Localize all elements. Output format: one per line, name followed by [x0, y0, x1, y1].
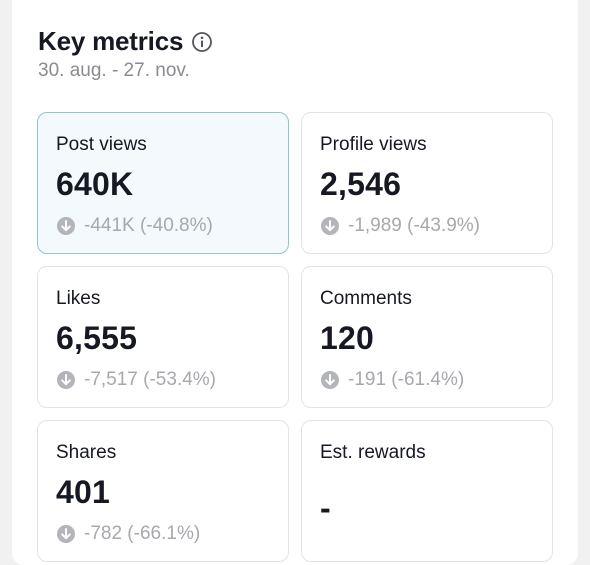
metric-card-post-views[interactable]: Post views 640K -441K (-40.8%) — [37, 112, 289, 254]
arrow-down-circle-icon — [320, 370, 340, 390]
key-metrics-header: Key metrics 30. aug. - 27. nov. — [38, 24, 558, 82]
metric-value: 401 — [56, 474, 110, 510]
metric-change-text: -782 (-66.1%) — [84, 523, 201, 544]
metric-change-text: -1,989 (-43.9%) — [348, 215, 481, 236]
key-metrics-panel: Key metrics 30. aug. - 27. nov. Post vie… — [12, 0, 578, 565]
metric-change: -1,989 (-43.9%) — [320, 214, 534, 238]
metric-card-shares[interactable]: Shares 401 -782 (-66.1%) — [37, 420, 289, 562]
metric-value: 640K — [56, 166, 134, 202]
metric-change: -191 (-61.4%) — [320, 368, 534, 392]
metric-label: Likes — [56, 288, 101, 309]
info-icon[interactable] — [191, 31, 213, 53]
metric-card-likes[interactable]: Likes 6,555 -7,517 (-53.4%) — [37, 266, 289, 408]
arrow-down-circle-icon — [56, 370, 76, 390]
arrow-down-circle-icon — [56, 524, 76, 544]
arrow-down-circle-icon — [320, 216, 340, 236]
metric-change: -7,517 (-53.4%) — [56, 368, 270, 392]
metric-change: -782 (-66.1%) — [56, 522, 270, 546]
metric-value: - — [320, 490, 331, 526]
metric-value: 120 — [320, 320, 374, 356]
metric-value: 6,555 — [56, 320, 138, 356]
metric-label: Comments — [320, 288, 412, 309]
metric-label: Shares — [56, 442, 117, 463]
metric-change-text: -441K (-40.8%) — [84, 215, 213, 236]
metric-change-text: -7,517 (-53.4%) — [84, 369, 217, 390]
title-row: Key metrics — [38, 24, 558, 58]
metric-label: Post views — [56, 134, 147, 155]
metric-label: Est. rewards — [320, 442, 426, 463]
metric-card-est-rewards[interactable]: Est. rewards - — [301, 420, 553, 562]
page-title: Key metrics — [38, 25, 184, 56]
metrics-grid: Post views 640K -441K (-40.8%) Profile v… — [37, 112, 553, 562]
metric-card-profile-views[interactable]: Profile views 2,546 -1,989 (-43.9%) — [301, 112, 553, 254]
arrow-down-circle-icon — [56, 216, 76, 236]
metric-label: Profile views — [320, 134, 427, 155]
metric-card-comments[interactable]: Comments 120 -191 (-61.4%) — [301, 266, 553, 408]
metric-change-text: -191 (-61.4%) — [348, 369, 465, 390]
metric-change: -441K (-40.8%) — [56, 214, 270, 238]
date-range: 30. aug. - 27. nov. — [38, 60, 190, 81]
metric-value: 2,546 — [320, 166, 402, 202]
